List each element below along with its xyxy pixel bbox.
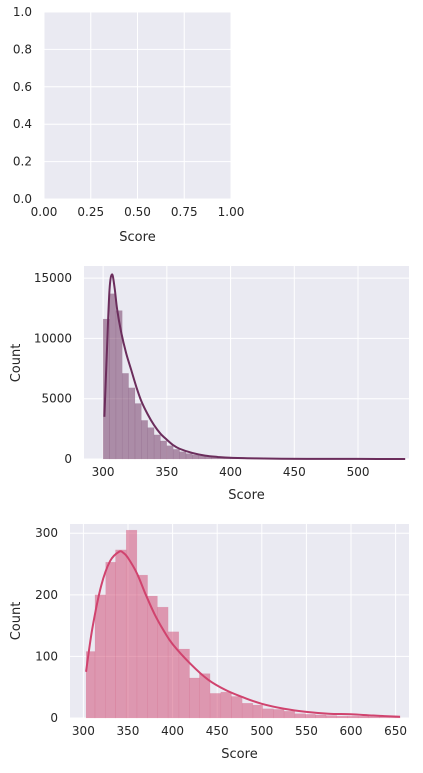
y-tick-label: 0	[50, 711, 58, 725]
x-tick-label: 450	[283, 465, 306, 479]
x-tick-label: 550	[295, 724, 318, 738]
y-tick-label: 0.8	[13, 42, 32, 56]
histogram-bar	[141, 420, 147, 459]
histogram-bar	[242, 703, 253, 718]
y-tick-labels-3: 0 100 200 300	[35, 526, 58, 725]
histogram-bar	[190, 678, 200, 718]
panel-2: 0 5000 10000 15000 300 350 400 450 500 Score Co…	[9, 266, 409, 503]
x-tick-label: 0.25	[77, 205, 104, 219]
histogram-bar	[186, 454, 192, 459]
y-tick-labels-2: 0 5000 10000 15000	[34, 271, 72, 466]
histogram-bar	[273, 709, 284, 718]
histogram-bar	[347, 716, 358, 718]
y-axis-label-2: Count	[9, 344, 24, 383]
x-tick-label: 300	[72, 724, 95, 738]
y-tick-label: 0.6	[13, 80, 32, 94]
histogram-bar	[295, 714, 306, 718]
histogram-bar	[148, 596, 158, 718]
y-tick-label: 200	[35, 588, 58, 602]
histogram-bar	[109, 294, 115, 459]
histogram-bar	[135, 404, 141, 459]
x-tick-label: 400	[219, 465, 242, 479]
x-tick-labels-2: 300 350 400 450 500	[92, 465, 370, 479]
y-tick-label: 300	[35, 526, 58, 540]
histogram-bar	[95, 595, 106, 718]
histogram-bar	[122, 373, 128, 459]
x-tick-label: 0.00	[31, 205, 58, 219]
histogram-bar	[263, 709, 274, 718]
x-tick-label: 0.50	[124, 205, 151, 219]
histogram-bar	[337, 716, 348, 718]
histogram-bar	[358, 716, 369, 718]
x-tick-labels-3: 300 350 400 450 500 550 600 650	[72, 724, 407, 738]
x-tick-label: 500	[250, 724, 273, 738]
histogram-bar	[167, 446, 173, 459]
x-tick-label: 600	[340, 724, 363, 738]
histogram-bar	[179, 649, 190, 718]
y-tick-label: 5000	[41, 392, 72, 406]
histogram-bar	[315, 715, 326, 718]
histogram-bar	[148, 428, 154, 459]
histogram-bar	[154, 435, 160, 459]
x-axis-label-1: Score	[119, 230, 155, 245]
histogram-bar	[129, 388, 135, 459]
y-tick-label: 0.2	[13, 155, 32, 169]
histogram-bar	[306, 714, 316, 718]
x-tick-label: 300	[92, 465, 115, 479]
y-tick-labels-1: 0.0 0.2 0.4 0.6 0.8 1.0	[13, 5, 32, 206]
x-axis-label-3: Score	[221, 747, 257, 762]
y-tick-label: 100	[35, 649, 58, 663]
histogram-bar	[231, 696, 242, 718]
x-tick-label: 500	[347, 465, 370, 479]
y-tick-label: 0.4	[13, 117, 32, 131]
x-tick-label: 650	[384, 724, 407, 738]
x-axis-label-2: Score	[228, 488, 264, 503]
panel-3: 0 100 200 300 300 350 400 450 500 550 600 650 Scor…	[9, 524, 409, 762]
y-axis-label-3: Count	[9, 602, 24, 641]
x-tick-label: 0.75	[171, 205, 198, 219]
histogram-bar	[115, 550, 126, 718]
histogram-bar	[210, 693, 221, 718]
y-tick-label: 1.0	[13, 5, 32, 19]
histogram-bar	[160, 441, 166, 459]
histogram-bar	[284, 711, 295, 718]
x-tick-labels-1: 0.00 0.25 0.50 0.75 1.00	[31, 205, 245, 219]
x-tick-label: 350	[155, 465, 178, 479]
histogram-bar	[221, 692, 232, 718]
y-tick-label: 0.0	[13, 192, 32, 206]
x-tick-label: 450	[206, 724, 229, 738]
histogram-bar	[253, 705, 263, 718]
y-tick-label: 15000	[34, 271, 72, 285]
histogram-bar	[326, 716, 337, 718]
x-tick-label: 400	[161, 724, 184, 738]
histogram-bar	[369, 717, 380, 718]
x-tick-label: 350	[117, 724, 140, 738]
histogram-bar	[106, 562, 116, 718]
histogram-bar	[173, 449, 179, 459]
histogram-bar	[180, 452, 186, 459]
histogram-bar	[192, 455, 198, 459]
y-tick-label: 10000	[34, 331, 72, 345]
y-tick-label: 0	[64, 452, 72, 466]
x-tick-label: 1.00	[218, 205, 245, 219]
